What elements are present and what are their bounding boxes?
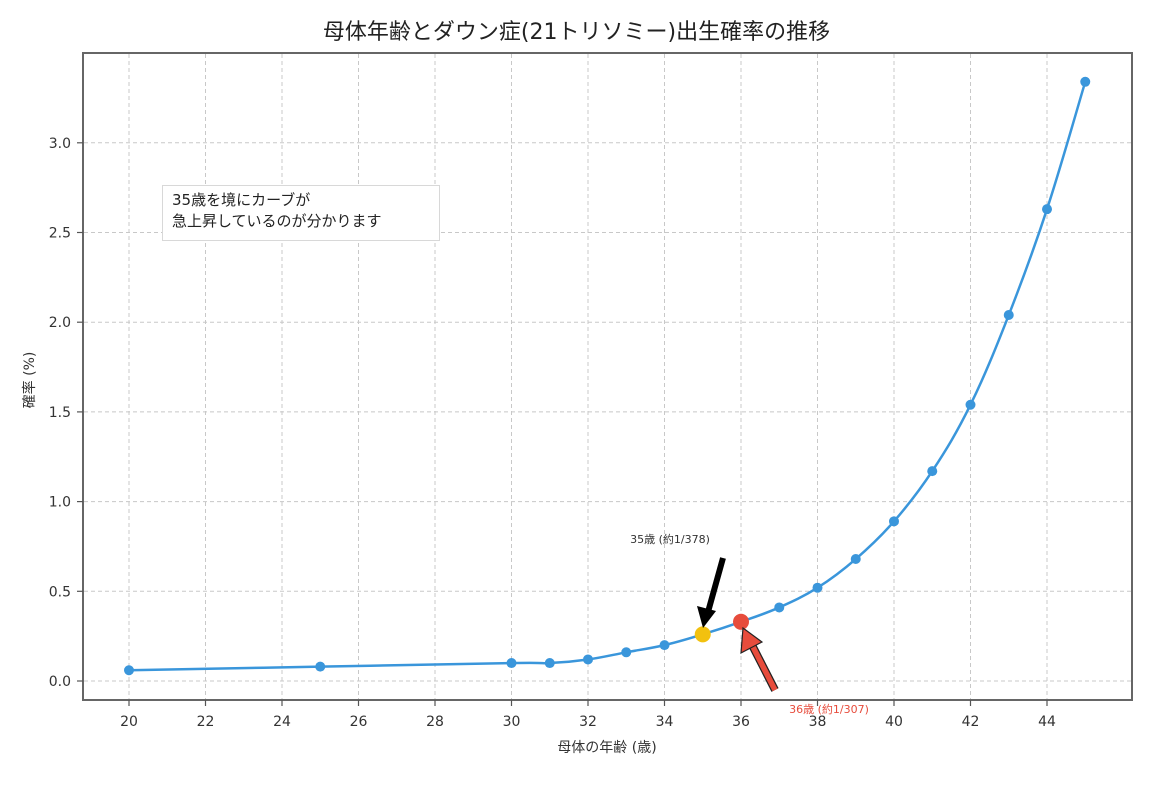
y-tick-label: 0.0 <box>49 674 71 690</box>
x-tick-label: 34 <box>656 714 674 730</box>
data-point <box>506 658 517 669</box>
data-point <box>889 516 899 527</box>
x-tick-label: 28 <box>426 714 444 730</box>
data-point <box>927 466 938 477</box>
y-axis-label: 確率 (%) <box>21 352 38 409</box>
x-tick-label: 30 <box>503 714 521 730</box>
highlight-point-36 <box>733 613 749 630</box>
series-line <box>128 81 1087 672</box>
annotation-box: 35歳を境にカーブが 急上昇しているのが分かります <box>162 185 440 241</box>
x-tick-label: 38 <box>809 714 827 730</box>
data-point <box>1042 204 1052 215</box>
highlight-points: 35歳 (約1/378) 36歳 (約1/307) <box>630 532 869 716</box>
highlight-label-36: 36歳 (約1/307) <box>789 702 869 716</box>
data-point <box>1003 310 1014 321</box>
highlight-label-35: 35歳 (約1/378) <box>630 532 710 546</box>
arrow-36-head <box>740 626 764 655</box>
arrow-36-shaft <box>749 643 778 692</box>
x-tick-label: 24 <box>273 714 291 730</box>
x-tick-label: 26 <box>350 714 368 730</box>
axis-ticks: 20 22 24 26 28 30 32 34 36 38 40 42 44 0.0 0.5 1.0 1.5 2.… <box>49 136 1056 730</box>
arrow-35-shaft <box>705 557 726 613</box>
x-tick-label: 20 <box>120 714 138 730</box>
annotation-line-2: 急上昇しているのが分かります <box>172 212 382 230</box>
y-tick-label: 2.0 <box>49 315 71 331</box>
data-point <box>1080 76 1091 87</box>
y-tick-label: 1.5 <box>49 405 71 421</box>
data-point <box>659 640 670 651</box>
y-tick-label: 2.5 <box>49 226 71 242</box>
x-axis-label: 母体の年齢 (歳) <box>557 740 656 756</box>
x-tick-label: 36 <box>732 714 750 730</box>
data-point <box>544 658 555 669</box>
data-point <box>965 399 976 410</box>
x-tick-label: 42 <box>962 714 980 730</box>
y-tick-label: 0.5 <box>49 584 71 600</box>
y-tick-label: 1.0 <box>49 495 71 511</box>
data-point <box>315 661 326 672</box>
data-series <box>124 76 1091 676</box>
chart-title: 母体年齢とダウン症(21トリソミー)出生確率の推移 <box>322 20 831 45</box>
data-point <box>621 647 632 658</box>
x-tick-label: 22 <box>197 714 215 730</box>
annotation-line-1: 35歳を境にカーブが <box>172 191 311 209</box>
x-tick-label: 44 <box>1038 714 1056 730</box>
data-point <box>812 582 823 593</box>
y-tick-label: 3.0 <box>49 136 71 152</box>
arrow-35-head <box>697 606 716 628</box>
data-point <box>124 665 134 676</box>
grid-lines <box>84 54 1131 699</box>
x-tick-label: 32 <box>579 714 597 730</box>
data-point <box>850 554 861 565</box>
x-tick-label: 40 <box>885 714 903 730</box>
data-point <box>583 654 593 665</box>
plot-frame <box>82 52 1133 701</box>
data-point <box>774 602 785 613</box>
highlight-point-35 <box>694 626 711 643</box>
